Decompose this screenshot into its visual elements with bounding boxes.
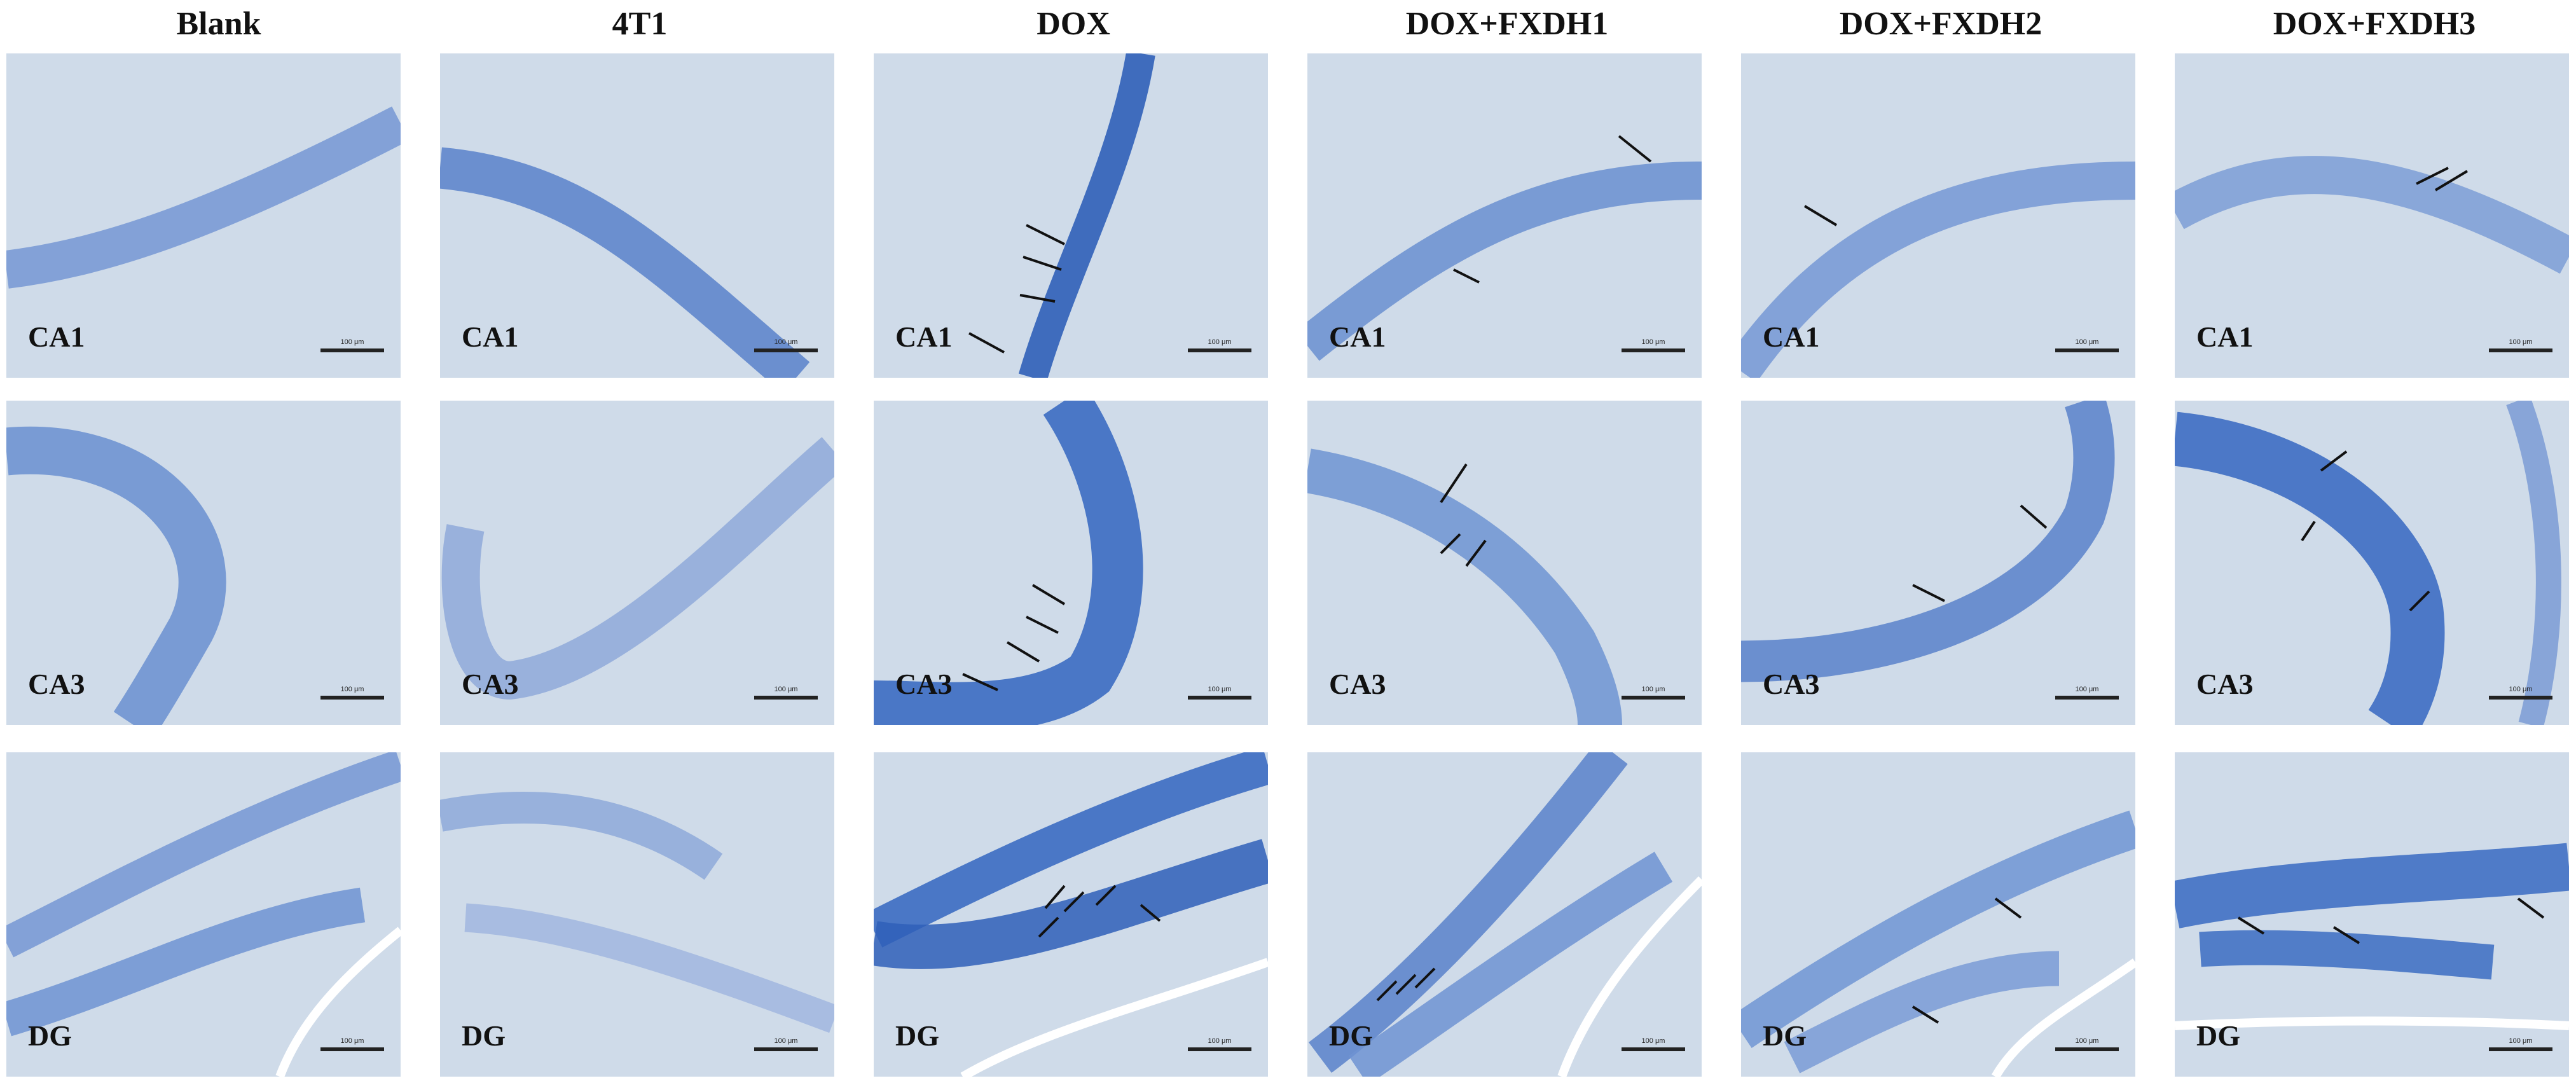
scale-bar-label: 100 μm — [2509, 338, 2533, 346]
panel-dox-fxdh2-ca1: CA1 100 μm — [1741, 53, 2135, 378]
scale-bar-label: 100 μm — [340, 1037, 364, 1045]
scale-bar — [1188, 348, 1251, 352]
panel-dox-dg: DG 100 μm — [874, 752, 1268, 1077]
scale-bar-label: 100 μm — [774, 338, 798, 346]
region-label: CA3 — [895, 668, 953, 700]
scale-bar-label: 100 μm — [2075, 338, 2099, 346]
scale-bar-label: 100 μm — [1641, 338, 1665, 346]
scale-bar — [1622, 348, 1685, 352]
scale-bar-label: 100 μm — [1208, 686, 1232, 693]
panel-dox-fxdh2-dg: DG 100 μm — [1741, 752, 2135, 1077]
panel-dox-fxdh1-dg: DG 100 μm — [1307, 752, 1702, 1077]
scale-bar — [754, 348, 818, 352]
panel-blank-ca1: CA1 100 μm — [6, 53, 401, 378]
region-label: DG — [1329, 1019, 1373, 1052]
scale-bar — [2489, 348, 2552, 352]
panel-blank-dg: DG 100 μm — [6, 752, 401, 1077]
scale-bar — [2055, 348, 2119, 352]
panel-dox-fxdh2-ca3: CA3 100 μm — [1741, 401, 2135, 725]
region-label: DG — [28, 1019, 72, 1052]
region-label: DG — [462, 1019, 506, 1052]
scale-bar-label: 100 μm — [1208, 338, 1232, 346]
scale-bar — [2489, 696, 2552, 700]
scale-bar-label: 100 μm — [1208, 1037, 1232, 1045]
scale-bar-label: 100 μm — [2509, 1037, 2533, 1045]
panel-dox-fxdh3-dg: DG 100 μm — [2175, 752, 2569, 1077]
scale-bar-label: 100 μm — [774, 1037, 798, 1045]
region-label: CA1 — [1329, 321, 1386, 353]
column-header-dox-fxdh2: DOX+FXDH2 — [1839, 6, 2042, 42]
scale-bar-label: 100 μm — [340, 338, 364, 346]
column-header-dox-fxdh1: DOX+FXDH1 — [1405, 6, 1609, 42]
region-label: CA3 — [28, 668, 85, 700]
scale-bar — [1188, 696, 1251, 700]
scale-bar — [2055, 696, 2119, 700]
region-label: CA1 — [462, 321, 519, 353]
scale-bar — [2055, 1047, 2119, 1051]
panel-dox-fxdh1-ca1: CA1 100 μm — [1307, 53, 1702, 378]
column-header-dox: DOX — [1037, 6, 1110, 42]
panel-dox-ca3: CA3 100 μm — [874, 401, 1268, 725]
column-header-4t1: 4T1 — [612, 6, 668, 42]
region-label: CA3 — [2196, 668, 2254, 700]
scale-bar-label: 100 μm — [2509, 686, 2533, 693]
panel-4t1-ca3: CA3 100 μm — [440, 401, 834, 725]
scale-bar — [320, 696, 384, 700]
scale-bar — [754, 1047, 818, 1051]
scale-bar-label: 100 μm — [2075, 1037, 2099, 1045]
panel-dox-fxdh1-ca3: CA3 100 μm — [1307, 401, 1702, 725]
panel-4t1-dg: DG 100 μm — [440, 752, 834, 1077]
scale-bar-label: 100 μm — [340, 686, 364, 693]
scale-bar-label: 100 μm — [2075, 686, 2099, 693]
region-label: CA1 — [1763, 321, 1820, 353]
region-label: DG — [2196, 1019, 2240, 1052]
scale-bar-label: 100 μm — [1641, 686, 1665, 693]
panel-blank-ca3: CA3 100 μm — [6, 401, 401, 725]
panel-dox-ca1: CA1 100 μm — [874, 53, 1268, 378]
panel-4t1-ca1: CA1 100 μm — [440, 53, 834, 378]
region-label: CA3 — [462, 668, 519, 700]
column-header-blank: Blank — [176, 6, 261, 42]
region-label: CA1 — [895, 321, 953, 353]
region-label: CA3 — [1763, 668, 1820, 700]
scale-bar-label: 100 μm — [1641, 1037, 1665, 1045]
column-header-dox-fxdh3: DOX+FXDH3 — [2273, 6, 2476, 42]
region-label: CA3 — [1329, 668, 1386, 700]
scale-bar — [1622, 1047, 1685, 1051]
region-label: CA1 — [28, 321, 85, 353]
scale-bar — [2489, 1047, 2552, 1051]
scale-bar — [1188, 1047, 1251, 1051]
scale-bar — [320, 1047, 384, 1051]
scale-bar — [754, 696, 818, 700]
scale-bar-label: 100 μm — [774, 686, 798, 693]
region-label: DG — [895, 1019, 939, 1052]
scale-bar — [320, 348, 384, 352]
panel-dox-fxdh3-ca3: CA3 100 μm — [2175, 401, 2569, 725]
panel-dox-fxdh3-ca1: CA1 100 μm — [2175, 53, 2569, 378]
scale-bar — [1622, 696, 1685, 700]
region-label: DG — [1763, 1019, 1807, 1052]
region-label: CA1 — [2196, 321, 2254, 353]
